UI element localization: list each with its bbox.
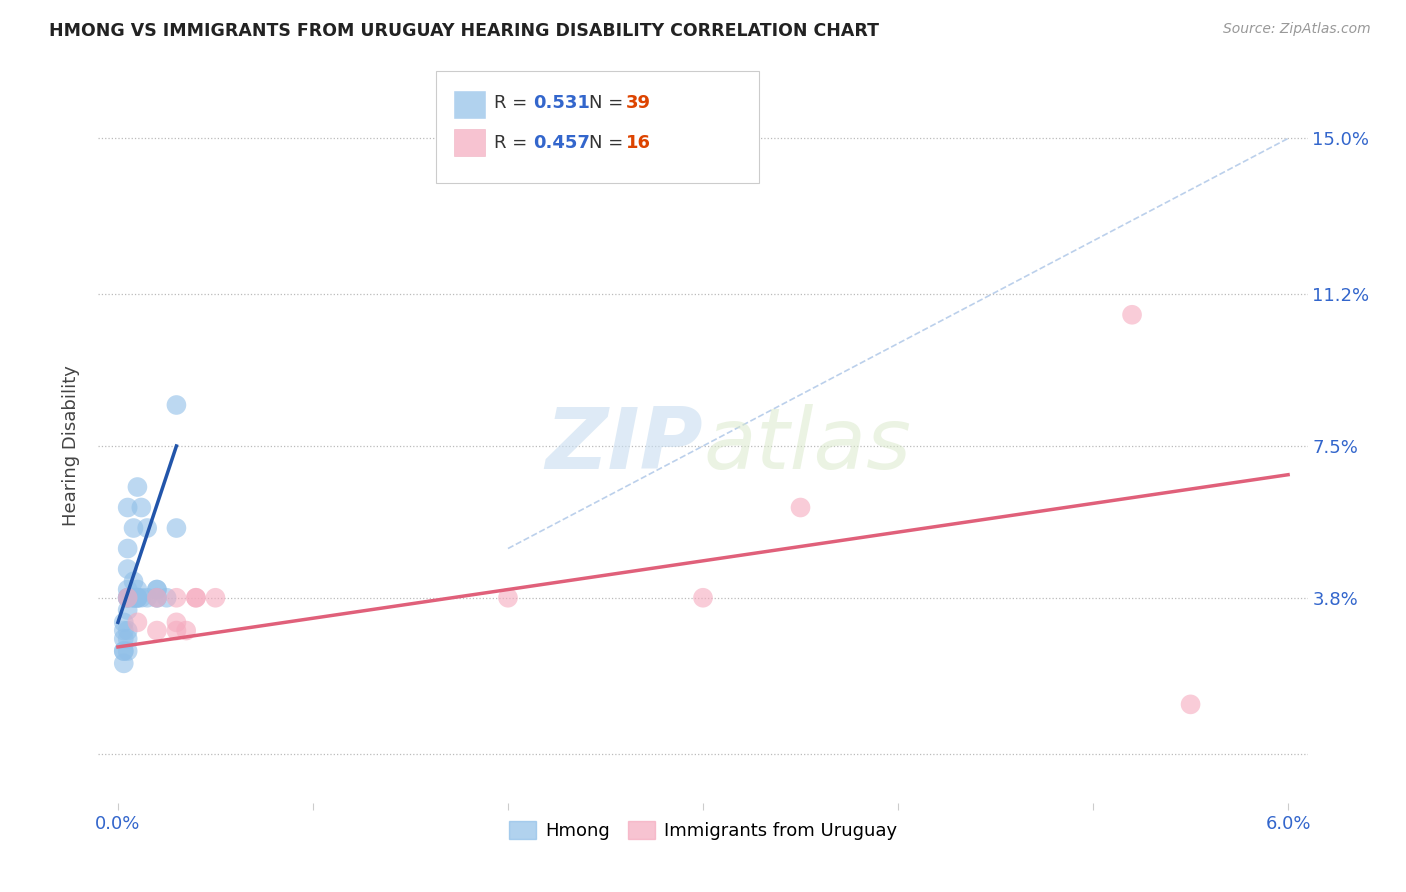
Point [131,591,153,605]
Point [117,632,139,646]
Point [136,521,159,535]
Point [112,644,135,658]
Point [496,591,519,605]
Point [789,500,811,515]
Point [184,591,207,605]
Point [112,657,135,671]
Point [122,574,145,589]
Text: 0.531: 0.531 [533,94,589,112]
Point [117,582,139,597]
Point [1180,698,1202,712]
Point [117,500,139,515]
Point [117,624,139,638]
Point [117,591,139,605]
Point [117,591,139,605]
Point [122,591,145,605]
Point [127,591,149,605]
Point [112,644,135,658]
Point [127,591,149,605]
Point [146,591,169,605]
Point [112,632,135,646]
Point [117,591,139,605]
Point [131,500,153,515]
Point [127,582,149,597]
Point [127,591,149,605]
Point [122,591,145,605]
Legend: Hmong, Immigrants from Uruguay: Hmong, Immigrants from Uruguay [502,814,904,847]
Point [165,398,187,412]
Point [692,591,714,605]
Text: 39: 39 [626,94,651,112]
Point [122,591,145,605]
Point [165,624,187,638]
Text: 0.457: 0.457 [533,134,589,152]
Y-axis label: Hearing Disability: Hearing Disability [62,366,80,526]
Point [174,624,197,638]
Point [184,591,207,605]
Text: R =: R = [494,94,533,112]
Text: N =: N = [589,134,628,152]
Text: ZIP: ZIP [546,404,703,488]
Point [146,582,169,597]
Point [127,591,149,605]
Point [122,521,145,535]
Point [117,541,139,556]
Point [146,582,169,597]
Text: N =: N = [589,94,628,112]
Point [146,591,169,605]
Point [1121,308,1143,322]
Point [117,603,139,617]
Text: atlas: atlas [703,404,911,488]
Text: HMONG VS IMMIGRANTS FROM URUGUAY HEARING DISABILITY CORRELATION CHART: HMONG VS IMMIGRANTS FROM URUGUAY HEARING… [49,22,879,40]
Text: R =: R = [494,134,533,152]
Point [204,591,226,605]
Point [117,644,139,658]
Point [117,562,139,576]
Point [146,591,169,605]
Point [165,615,187,630]
Text: 16: 16 [626,134,651,152]
Point [117,591,139,605]
Point [165,591,187,605]
Point [112,615,135,630]
Point [165,521,187,535]
Point [146,624,169,638]
Point [127,480,149,494]
Point [127,615,149,630]
Point [156,591,179,605]
Point [112,624,135,638]
Point [136,591,159,605]
Text: Source: ZipAtlas.com: Source: ZipAtlas.com [1223,22,1371,37]
